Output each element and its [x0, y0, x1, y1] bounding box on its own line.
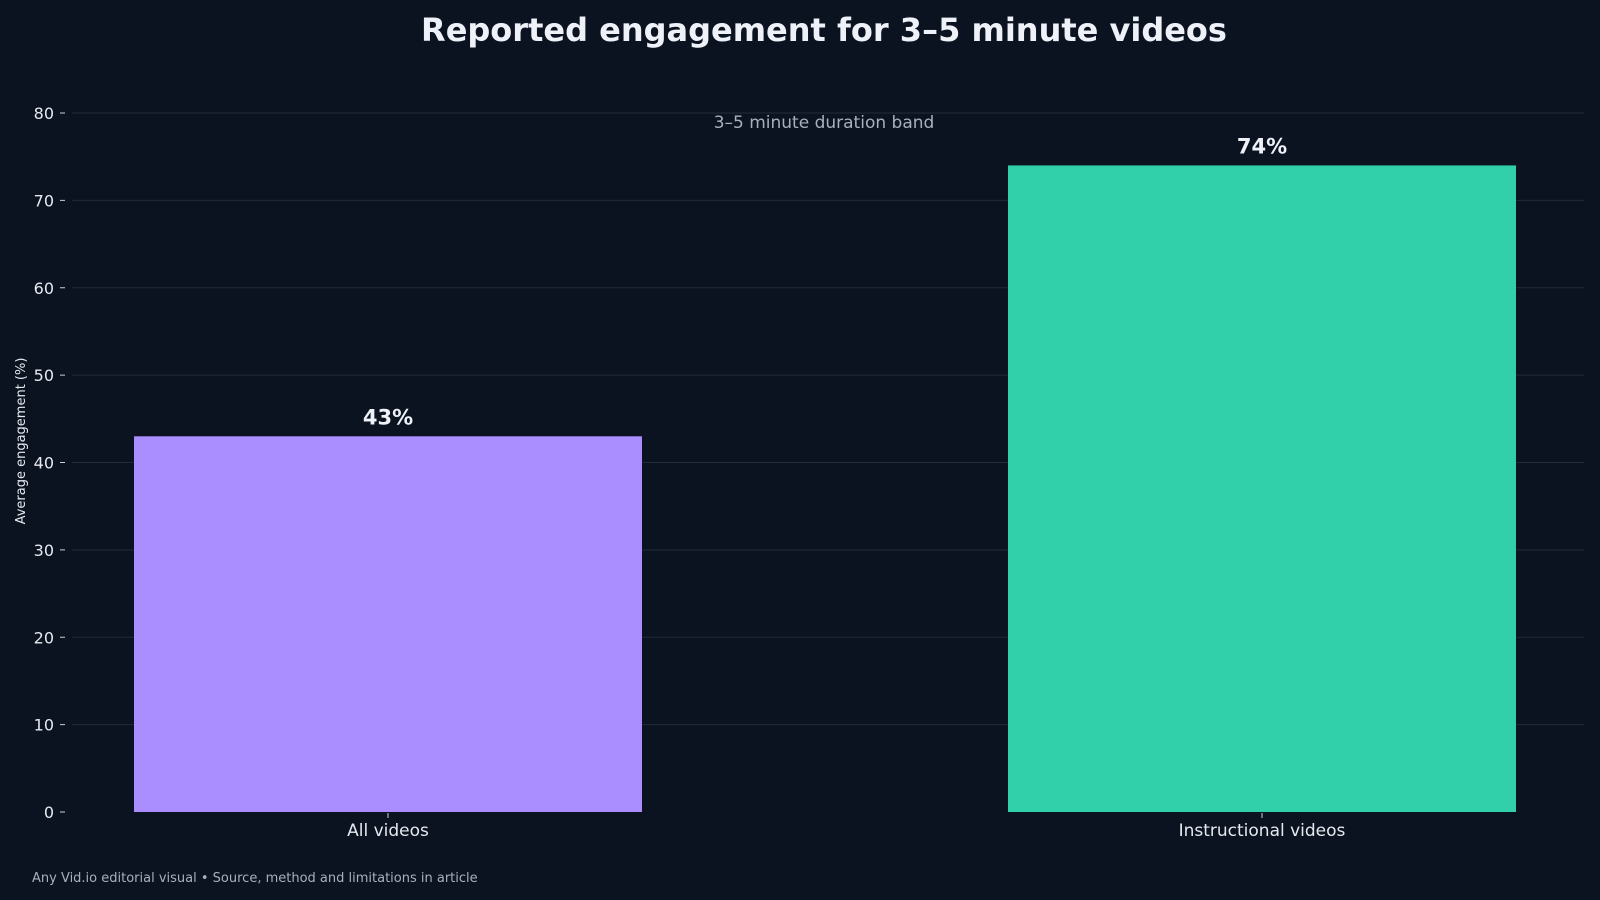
x-tick-label-0: All videos — [347, 821, 429, 841]
y-tick-label-70: 70 — [34, 191, 54, 210]
data-label-0: 43% — [363, 405, 413, 429]
y-tick-label-10: 10 — [34, 716, 54, 735]
y-tick-label-0: 0 — [44, 803, 54, 822]
bars — [134, 165, 1516, 813]
y-tick-label-50: 50 — [34, 366, 54, 385]
y-tick-label-60: 60 — [34, 279, 54, 298]
bar-instructional-videos — [1008, 165, 1516, 813]
y-tick-label-40: 40 — [34, 454, 54, 473]
y-tick-label-20: 20 — [34, 628, 54, 647]
y-tick-label-30: 30 — [34, 541, 54, 560]
x-tick-label-1: Instructional videos — [1179, 821, 1346, 841]
footer-note: Any Vid.io editorial visual • Source, me… — [32, 871, 478, 886]
bar-labels: All videos 43% Instructional videos 74% — [347, 134, 1345, 841]
data-label-1: 74% — [1237, 134, 1287, 158]
bar-all-videos — [134, 436, 642, 812]
y-tick-label-80: 80 — [34, 104, 54, 123]
chart-subtitle: 3–5 minute duration band — [714, 113, 935, 133]
chart-title: Reported engagement for 3–5 minute video… — [421, 11, 1227, 49]
y-axis-ticks: 0 10 20 30 40 50 60 70 80 — [34, 104, 1263, 822]
y-axis-label: Average engagement (%) — [14, 358, 29, 525]
